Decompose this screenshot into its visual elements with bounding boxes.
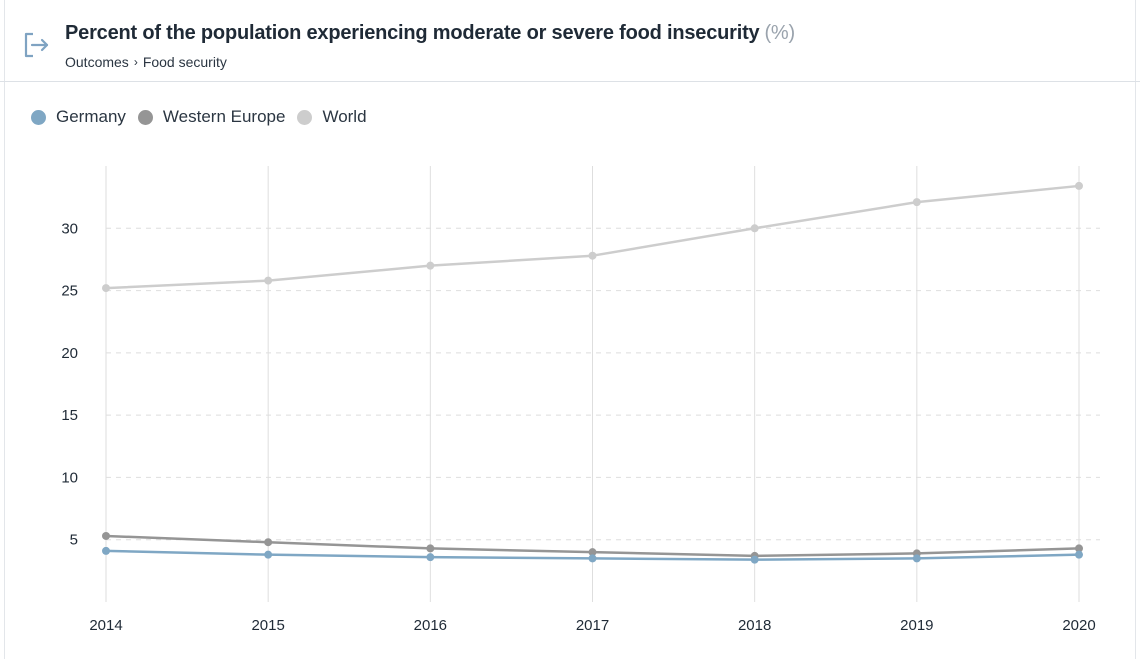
breadcrumb: Outcomes › Food security — [65, 54, 227, 70]
data-point-western-europe-2014 — [102, 531, 110, 540]
chart-title: Percent of the population experiencing m… — [65, 22, 795, 45]
data-point-western-europe-2020 — [1075, 544, 1083, 553]
y-tick-label-15: 15 — [61, 407, 78, 424]
y-tick-label-10: 10 — [61, 469, 78, 486]
legend-label-germany: Germany — [56, 107, 126, 126]
data-point-world-2016 — [426, 261, 435, 270]
data-point-germany-2015 — [264, 550, 273, 559]
data-point-western-europe-2017 — [588, 548, 597, 557]
y-tick-label-25: 25 — [61, 283, 78, 300]
data-point-world-2019 — [912, 198, 921, 207]
data-point-germany-2014 — [102, 546, 110, 555]
chart-header: Percent of the population experiencing m… — [0, 0, 1140, 82]
legend-dot-germany — [31, 109, 46, 125]
data-point-western-europe-2015 — [264, 538, 273, 547]
data-point-western-europe-2016 — [426, 544, 435, 553]
line-chart: 5 10 15 20 25 30 2014 2015 2016 2017 2018 2019 2020 — [61, 166, 1100, 634]
breadcrumb-separator: › — [133, 55, 138, 69]
data-point-world-2014 — [102, 284, 110, 293]
legend-label-world: World — [322, 107, 367, 126]
x-tick-label-2019: 2019 — [900, 617, 933, 634]
x-tick-label-2015: 2015 — [251, 617, 284, 634]
legend-dot-world — [297, 109, 313, 125]
data-point-germany-2020 — [1075, 550, 1083, 559]
y-tick-label-20: 20 — [61, 345, 78, 362]
breadcrumb-item-outcomes[interactable]: Outcomes — [65, 54, 129, 70]
breadcrumb-item-food-security[interactable]: Food security — [142, 54, 227, 70]
x-tick-label-2017: 2017 — [576, 617, 609, 634]
x-tick-label-2018: 2018 — [738, 617, 771, 634]
legend-item-germany[interactable]: Germany — [31, 107, 126, 127]
data-point-world-2017 — [588, 251, 597, 260]
y-tick-label-5: 5 — [70, 532, 78, 549]
chart-legend: Germany Western Europe World — [31, 107, 379, 127]
chart-title-unit: (%) — [764, 22, 795, 44]
data-point-world-2018 — [750, 224, 759, 233]
legend-item-world[interactable]: World — [297, 107, 367, 127]
data-point-world-2015 — [264, 276, 273, 285]
chart-title-text: Percent of the population experiencing m… — [65, 22, 760, 44]
data-point-germany-2017 — [588, 554, 597, 563]
x-tick-label-2016: 2016 — [414, 617, 447, 634]
data-point-germany-2018 — [750, 555, 759, 564]
y-tick-label-30: 30 — [61, 220, 78, 237]
data-point-germany-2019 — [912, 554, 921, 563]
exit-arrow-icon[interactable] — [22, 30, 52, 60]
data-point-world-2020 — [1075, 181, 1083, 190]
legend-label-western-europe: Western Europe — [162, 107, 286, 126]
legend-dot-western-europe — [137, 109, 153, 125]
x-tick-label-2014: 2014 — [89, 617, 122, 634]
chart-panel — [4, 0, 1136, 659]
legend-item-western-europe[interactable]: Western Europe — [137, 107, 286, 127]
data-point-germany-2016 — [426, 553, 435, 562]
x-tick-label-2020: 2020 — [1062, 617, 1095, 634]
